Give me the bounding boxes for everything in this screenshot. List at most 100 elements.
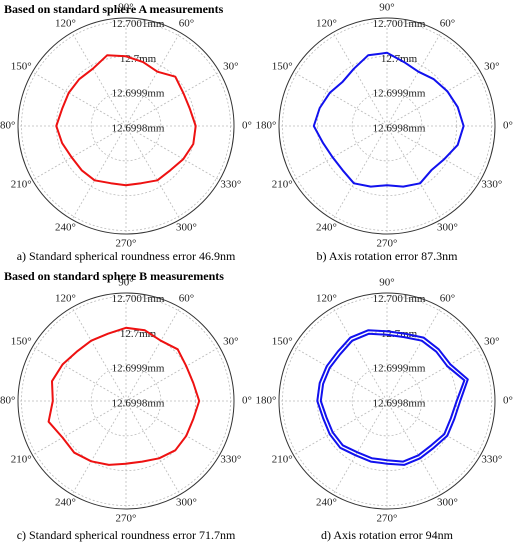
- angle-tick-label: 60°: [179, 17, 194, 29]
- polar-frame: [17, 17, 235, 235]
- radial-tick-label: 12.6998mm: [112, 398, 165, 410]
- radial-tick-label: 12.6998mm: [373, 398, 426, 410]
- radial-grid-ring: [316, 55, 458, 197]
- polar-line: [55, 54, 197, 187]
- angle-tick-label: 90°: [118, 277, 133, 289]
- radial-grid-ring: [351, 90, 423, 162]
- angle-grid-line: [125, 400, 220, 456]
- angle-tick-label: 240°: [316, 222, 337, 234]
- angle-tick-label: 0°: [242, 395, 252, 407]
- angle-grid-line: [32, 400, 127, 456]
- angle-tick-label: 150°: [11, 61, 32, 73]
- angle-grid-line: [386, 400, 442, 495]
- angle-grid-line: [293, 400, 388, 456]
- angle-tick-label: 90°: [118, 2, 133, 14]
- section-heading: Based on standard sphere A measurements: [4, 2, 224, 16]
- radial-grid-ring: [21, 296, 231, 506]
- angle-tick-label: 30°: [223, 61, 238, 73]
- angle-tick-label: 120°: [55, 292, 76, 304]
- angle-grid-line: [332, 32, 388, 127]
- angle-tick-label: 330°: [220, 454, 241, 466]
- radial-tick-label: 12.6999mm: [373, 363, 426, 375]
- radial-grid-ring: [55, 330, 197, 472]
- angle-grid-line: [293, 71, 388, 127]
- angle-tick-label: 30°: [484, 336, 499, 348]
- angle-tick-label: 270°: [116, 513, 137, 525]
- radial-grid-ring: [90, 90, 162, 162]
- angle-tick-label: 30°: [484, 61, 499, 73]
- angle-tick-label: 330°: [481, 179, 502, 191]
- angle-tick-label: 30°: [223, 336, 238, 348]
- angle-tick-label: 90°: [379, 277, 394, 289]
- angle-tick-label: 330°: [481, 454, 502, 466]
- radial-tick-label: 12.7mm: [120, 53, 157, 65]
- radial-tick-label: 12.7001mm: [112, 293, 165, 305]
- angle-tick-label: 0°: [503, 395, 513, 407]
- radial-grid-ring: [282, 296, 492, 506]
- angle-tick-label: 300°: [176, 222, 197, 234]
- angle-tick-label: 180°: [0, 120, 15, 132]
- angle-grid-line: [293, 125, 388, 181]
- radial-tick-label: 12.6998mm: [373, 123, 426, 135]
- polar-line: [47, 326, 201, 466]
- radial-tick-label: 12.6999mm: [112, 88, 165, 100]
- angle-tick-label: 300°: [176, 497, 197, 509]
- angle-tick-label: 90°: [379, 2, 394, 14]
- radial-tick-label: 12.7001mm: [112, 18, 165, 30]
- angle-grid-line: [332, 400, 388, 495]
- angle-grid-line: [386, 125, 481, 181]
- angle-grid-line: [32, 71, 127, 127]
- angle-grid-line: [332, 307, 388, 402]
- polar-line: [312, 51, 465, 188]
- section-heading: Based on standard sphere B measurements: [4, 269, 224, 283]
- angle-tick-label: 150°: [272, 61, 293, 73]
- angle-grid-line: [386, 32, 442, 127]
- angle-grid-line: [125, 125, 181, 220]
- angle-tick-label: 210°: [11, 454, 32, 466]
- radial-tick-label: 12.7001mm: [373, 293, 426, 305]
- angle-tick-label: 120°: [316, 17, 337, 29]
- angle-grid-line: [125, 307, 181, 402]
- angle-grid-line: [125, 400, 181, 495]
- radial-grid-ring: [90, 365, 162, 437]
- chart-caption: b) Axis rotation error 87.3nm: [317, 249, 459, 263]
- polar-frame: [17, 292, 235, 510]
- angle-tick-label: 270°: [377, 238, 398, 250]
- angle-tick-label: 300°: [437, 222, 458, 234]
- polar-line: [319, 332, 466, 463]
- angle-grid-line: [386, 307, 442, 402]
- angle-tick-label: 120°: [55, 17, 76, 29]
- angle-grid-line: [71, 307, 127, 402]
- angle-tick-label: 300°: [437, 497, 458, 509]
- angle-grid-line: [32, 346, 127, 402]
- angle-tick-label: 60°: [440, 292, 455, 304]
- angle-tick-label: 0°: [242, 120, 252, 132]
- radial-tick-label: 12.6998mm: [112, 123, 165, 135]
- angle-grid-line: [32, 125, 127, 181]
- angle-grid-line: [71, 400, 127, 495]
- chart-caption: c) Standard spherical roundness error 71…: [17, 528, 236, 542]
- angle-grid-line: [386, 71, 481, 127]
- angle-tick-label: 0°: [503, 120, 513, 132]
- angle-tick-label: 150°: [272, 336, 293, 348]
- angle-tick-label: 120°: [316, 292, 337, 304]
- radial-tick-label: 12.6999mm: [112, 363, 165, 375]
- radial-tick-label: 12.7001mm: [373, 18, 426, 30]
- angle-grid-line: [125, 346, 220, 402]
- polar-frame: [278, 292, 496, 510]
- polar-frame: [278, 17, 496, 235]
- angle-tick-label: 180°: [0, 395, 15, 407]
- angle-grid-line: [71, 125, 127, 220]
- angle-tick-label: 330°: [220, 179, 241, 191]
- angle-grid-line: [386, 125, 442, 220]
- radial-tick-label: 12.6999mm: [373, 88, 426, 100]
- angle-grid-line: [293, 346, 388, 402]
- angle-tick-label: 240°: [55, 222, 76, 234]
- angle-tick-label: 210°: [272, 179, 293, 191]
- angle-tick-label: 60°: [179, 292, 194, 304]
- angle-grid-line: [71, 32, 127, 127]
- angle-tick-label: 60°: [440, 17, 455, 29]
- angle-grid-line: [125, 71, 220, 127]
- angle-grid-line: [386, 346, 481, 402]
